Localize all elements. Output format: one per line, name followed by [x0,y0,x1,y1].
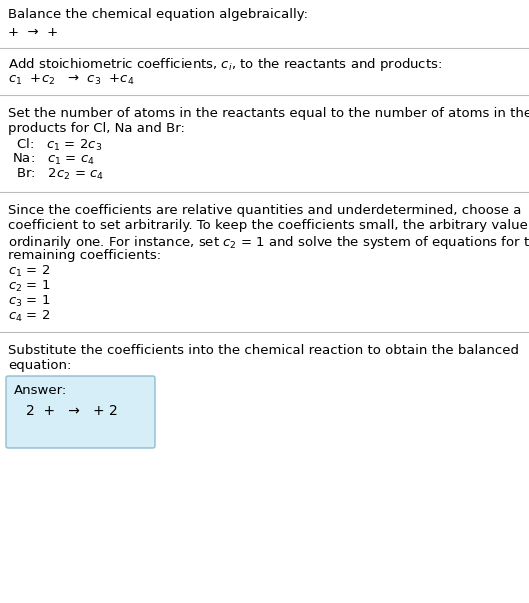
Text: Substitute the coefficients into the chemical reaction to obtain the balanced: Substitute the coefficients into the che… [8,344,519,357]
Text: $c_2$ = 1: $c_2$ = 1 [8,279,50,294]
Text: remaining coefficients:: remaining coefficients: [8,249,161,262]
Text: ordinarily one. For instance, set $c_2$ = 1 and solve the system of equations fo: ordinarily one. For instance, set $c_2$ … [8,234,529,251]
Text: Add stoichiometric coefficients, $c_i$, to the reactants and products:: Add stoichiometric coefficients, $c_i$, … [8,56,442,73]
Text: Cl:   $c_1$ = 2$c_3$: Cl: $c_1$ = 2$c_3$ [12,137,102,153]
Text: $c_3$ = 1: $c_3$ = 1 [8,294,50,309]
Text: Balance the chemical equation algebraically:: Balance the chemical equation algebraica… [8,8,308,21]
Text: 2  +   →   + 2: 2 + → + 2 [26,404,118,418]
Text: equation:: equation: [8,359,71,372]
FancyBboxPatch shape [6,376,155,448]
Text: $c_1$  +$c_2$   →  $c_3$  +$c_4$: $c_1$ +$c_2$ → $c_3$ +$c_4$ [8,73,134,87]
Text: $c_4$ = 2: $c_4$ = 2 [8,309,50,324]
Text: Since the coefficients are relative quantities and underdetermined, choose a: Since the coefficients are relative quan… [8,204,522,217]
Text: Set the number of atoms in the reactants equal to the number of atoms in the: Set the number of atoms in the reactants… [8,107,529,120]
Text: Na:   $c_1$ = $c_4$: Na: $c_1$ = $c_4$ [12,152,95,167]
Text: +  →  +: + → + [8,26,58,39]
Text: products for Cl, Na and Br:: products for Cl, Na and Br: [8,122,185,135]
Text: Answer:: Answer: [14,384,67,397]
Text: Br:   2$c_2$ = $c_4$: Br: 2$c_2$ = $c_4$ [12,167,104,182]
Text: $c_1$ = 2: $c_1$ = 2 [8,264,50,279]
Text: coefficient to set arbitrarily. To keep the coefficients small, the arbitrary va: coefficient to set arbitrarily. To keep … [8,219,529,232]
